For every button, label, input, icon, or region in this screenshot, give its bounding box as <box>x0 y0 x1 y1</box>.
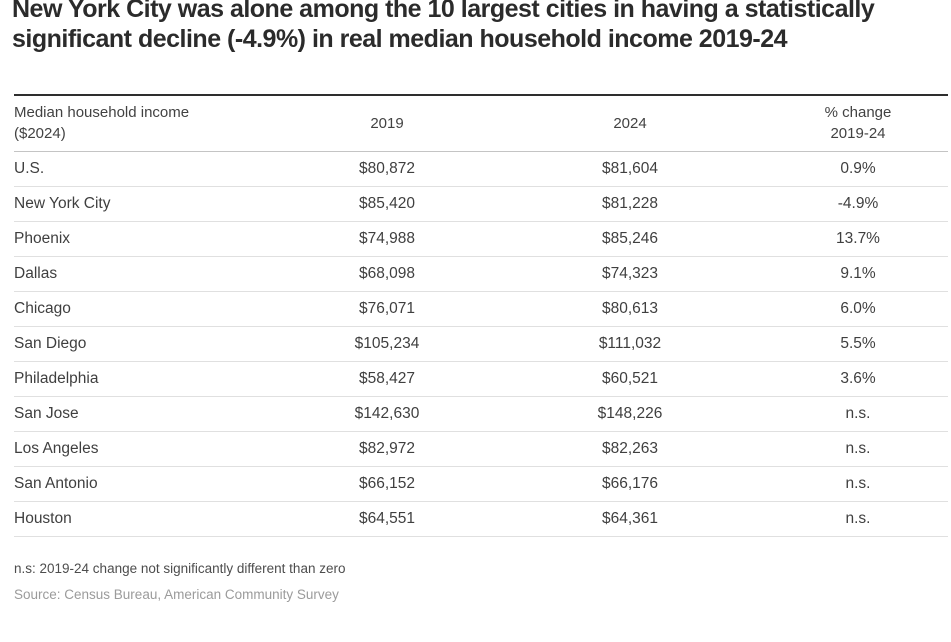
cell-y2019: $76,071 <box>358 300 416 317</box>
cell-city: Houston <box>14 510 72 527</box>
cell-change: n.s. <box>845 510 871 527</box>
table-row: Houston $64,551 $64,361 n.s. <box>14 502 948 537</box>
table-row: San Antonio $66,152 $66,176 n.s. <box>14 467 948 502</box>
table-row: Chicago $76,071 $80,613 6.0% <box>14 292 948 327</box>
cell-city: Dallas <box>14 265 58 282</box>
column-header-pct-change-line2: 2019-24 <box>830 125 886 142</box>
table-body: U.S. $80,872 $81,604 0.9% New York City $85,4… <box>14 152 948 537</box>
cell-y2019: $82,972 <box>358 440 416 457</box>
column-header-pct-change: % change 2019-24 <box>768 102 948 144</box>
footnote-ns: n.s: 2019-24 change not significantly di… <box>14 561 346 576</box>
cell-change: -4.9% <box>837 195 879 212</box>
cell-y2024: $64,361 <box>601 510 659 527</box>
table-row: U.S. $80,872 $81,604 0.9% <box>14 152 948 187</box>
cell-city: San Antonio <box>14 475 98 492</box>
cell-y2019: $80,872 <box>358 160 416 177</box>
cell-y2024: $111,032 <box>598 335 662 352</box>
column-header-2024: 2024 <box>613 114 647 132</box>
cell-change: 3.6% <box>840 370 876 387</box>
column-header-median-income: Median household income ($2024) <box>14 102 282 144</box>
cell-change: 13.7% <box>836 230 880 247</box>
cell-y2024: $81,604 <box>601 160 659 177</box>
table-row: Dallas $68,098 $74,323 9.1% <box>14 257 948 292</box>
cell-city: Philadelphia <box>14 370 99 387</box>
source-note: Source: Census Bureau, American Communit… <box>14 587 339 602</box>
cell-city: Los Angeles <box>14 440 99 457</box>
cell-y2019: $68,098 <box>358 265 416 282</box>
cell-change: 5.5% <box>840 335 876 352</box>
cell-city: San Diego <box>14 335 87 352</box>
cell-y2024: $60,521 <box>601 370 659 387</box>
cell-y2019: $66,152 <box>358 475 416 492</box>
table-row: San Diego $105,234 $111,032 5.5% <box>14 327 948 362</box>
cell-change: n.s. <box>845 405 871 422</box>
page-title: New York City was alone among the 10 lar… <box>12 0 875 53</box>
cell-change: 9.1% <box>840 265 876 282</box>
cell-city: Chicago <box>14 300 71 317</box>
cell-change: 0.9% <box>840 160 876 177</box>
table-row: San Jose $142,630 $148,226 n.s. <box>14 397 948 432</box>
cell-y2019: $105,234 <box>354 335 420 352</box>
column-header-median-income-line2: ($2024) <box>14 125 66 142</box>
table-header-row: Median household income ($2024) 2019 202… <box>14 94 948 152</box>
cell-y2024: $66,176 <box>601 475 659 492</box>
cell-change: n.s. <box>845 440 871 457</box>
table-row: Philadelphia $58,427 $60,521 3.6% <box>14 362 948 397</box>
cell-y2024: $82,263 <box>601 440 659 457</box>
cell-y2024: $81,228 <box>601 195 659 212</box>
cell-y2024: $80,613 <box>601 300 659 317</box>
cell-y2019: $58,427 <box>358 370 416 387</box>
cell-city: Phoenix <box>14 230 71 247</box>
table-row: Los Angeles $82,972 $82,263 n.s. <box>14 432 948 467</box>
column-header-pct-change-line1: % change <box>824 104 892 121</box>
cell-y2019: $64,551 <box>358 510 416 527</box>
column-header-median-income-line1: Median household income <box>14 104 190 121</box>
column-header-2019: 2019 <box>370 114 404 132</box>
cell-y2019: $85,420 <box>358 195 416 212</box>
table-notes: n.s: 2019-24 change not significantly di… <box>14 561 937 602</box>
cell-city: U.S. <box>14 160 45 177</box>
table-row: New York City $85,420 $81,228 -4.9% <box>14 187 948 222</box>
cell-y2024: $74,323 <box>601 265 659 282</box>
income-table: Median household income ($2024) 2019 202… <box>14 94 948 537</box>
cell-city: New York City <box>14 195 111 212</box>
cell-change: n.s. <box>845 475 871 492</box>
cell-change: 6.0% <box>840 300 876 317</box>
cell-y2024: $85,246 <box>601 230 659 247</box>
cell-y2024: $148,226 <box>597 405 663 422</box>
cell-y2019: $74,988 <box>358 230 416 247</box>
cell-city: San Jose <box>14 405 79 422</box>
cell-y2019: $142,630 <box>354 405 420 422</box>
table-row: Phoenix $74,988 $85,246 13.7% <box>14 222 948 257</box>
